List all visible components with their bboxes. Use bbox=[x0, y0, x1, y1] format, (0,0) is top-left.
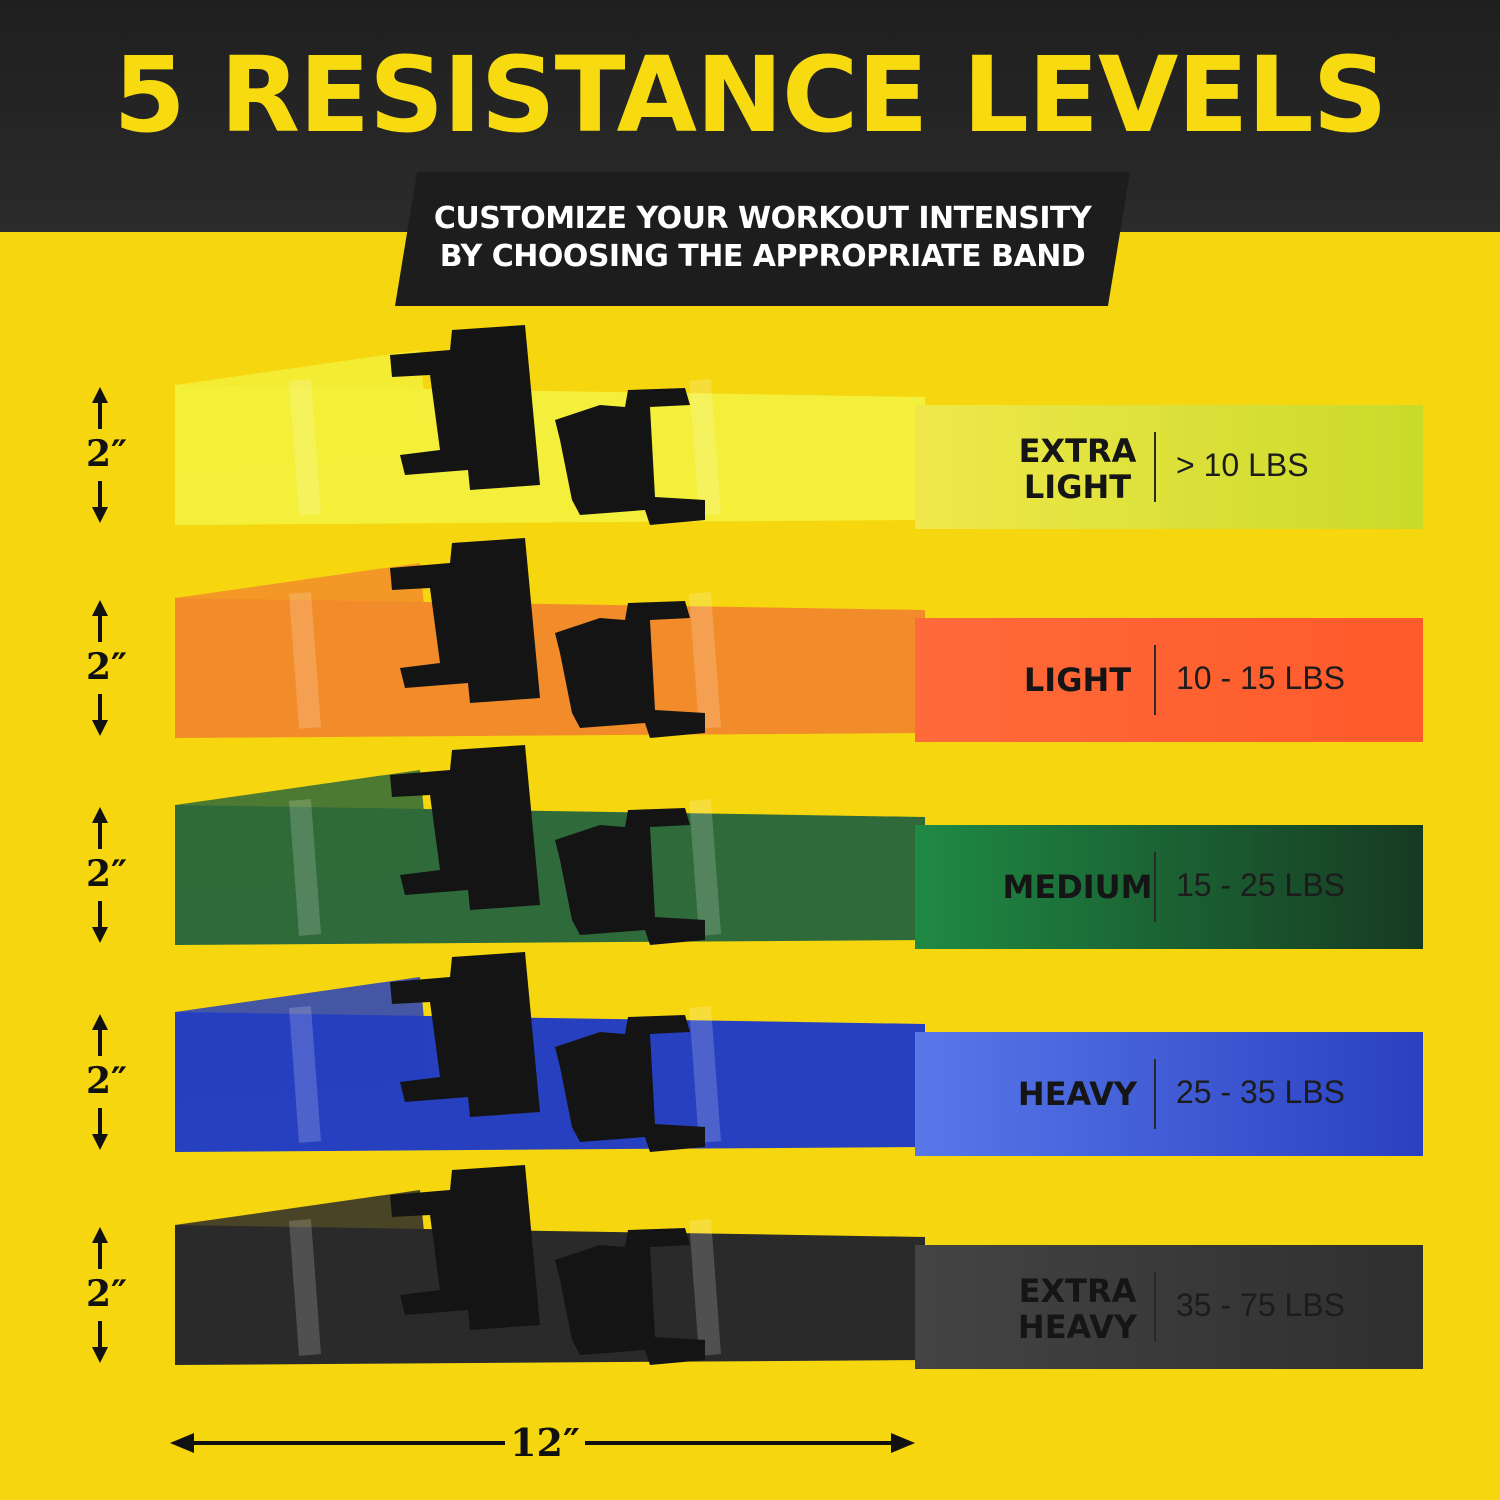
level-strip bbox=[915, 1245, 1423, 1369]
buckle-female bbox=[390, 325, 540, 490]
page-title: 5 RESISTANCE LEVELS bbox=[113, 34, 1387, 156]
band-flap bbox=[175, 977, 430, 1102]
level-name: LIGHT bbox=[1023, 661, 1132, 699]
band-seam bbox=[689, 799, 721, 936]
band-graphic bbox=[175, 538, 925, 738]
band-seam bbox=[689, 592, 721, 729]
band-graphic bbox=[175, 952, 925, 1152]
length-label: 12″ bbox=[505, 1420, 585, 1465]
buckle-male bbox=[555, 808, 705, 945]
level-strip bbox=[915, 1032, 1423, 1156]
band-graphic bbox=[175, 745, 925, 945]
subtitle-plate bbox=[395, 172, 1130, 306]
buckle-female bbox=[390, 745, 540, 910]
band-flap bbox=[175, 1190, 430, 1315]
level-range: 25 - 35 LBS bbox=[1176, 1074, 1345, 1110]
band-flap bbox=[175, 770, 430, 895]
width-dimension-arrow bbox=[92, 1227, 108, 1363]
width-label: 2″ bbox=[86, 1273, 128, 1315]
band-seam bbox=[289, 592, 321, 729]
width-label: 2″ bbox=[86, 646, 128, 688]
level-strip bbox=[915, 618, 1423, 742]
band-row: EXTRA HEAVY 35 - 75 LBS 2″ bbox=[0, 1165, 1500, 1435]
subtitle-line-2: BY CHOOSING THE APPROPRIATE BAND bbox=[439, 239, 1086, 274]
band-seam bbox=[689, 1006, 721, 1143]
level-name: EXTRA HEAVY bbox=[1017, 1272, 1138, 1346]
width-dimension-arrow bbox=[92, 807, 108, 943]
band-seam bbox=[289, 1219, 321, 1356]
strip-divider bbox=[1154, 432, 1156, 502]
level-strip bbox=[915, 405, 1423, 529]
level-strip bbox=[915, 825, 1423, 949]
level-range: 10 - 15 LBS bbox=[1176, 660, 1345, 696]
buckle-female bbox=[390, 538, 540, 703]
band-row: MEDIUM 15 - 25 LBS 2″ bbox=[0, 745, 1500, 1015]
level-name: HEAVY bbox=[1017, 1075, 1138, 1113]
band-seam bbox=[289, 1006, 321, 1143]
band-flap bbox=[175, 350, 430, 475]
width-label: 2″ bbox=[86, 1060, 128, 1102]
width-label: 2″ bbox=[86, 433, 128, 475]
band-row: EXTRA LIGHT > 10 LBS 2″ bbox=[0, 325, 1500, 595]
band-seam bbox=[689, 1219, 721, 1356]
band-seam bbox=[289, 799, 321, 936]
band-row: HEAVY 25 - 35 LBS 2″ bbox=[0, 952, 1500, 1222]
strip-divider bbox=[1154, 852, 1156, 922]
width-label: 2″ bbox=[86, 853, 128, 895]
band-seam bbox=[689, 379, 721, 516]
width-dimension-arrow bbox=[92, 600, 108, 736]
width-dimension-arrow bbox=[92, 1014, 108, 1150]
subtitle-line-1: CUSTOMIZE YOUR WORKOUT INTENSITY bbox=[433, 201, 1092, 236]
buckle-female bbox=[390, 1165, 540, 1330]
level-range: 35 - 75 LBS bbox=[1176, 1287, 1345, 1323]
level-range: 15 - 25 LBS bbox=[1176, 867, 1345, 903]
buckle-male bbox=[555, 388, 705, 525]
width-dimension-arrow bbox=[92, 387, 108, 523]
buckle-male bbox=[555, 1015, 705, 1152]
band-graphic bbox=[175, 1165, 925, 1365]
strip-divider bbox=[1154, 1059, 1156, 1129]
buckle-male bbox=[555, 1228, 705, 1365]
band-flap bbox=[175, 563, 430, 688]
band-seam bbox=[289, 379, 321, 516]
buckle-female bbox=[390, 952, 540, 1117]
strip-divider bbox=[1154, 1272, 1156, 1342]
level-name: EXTRA LIGHT bbox=[1018, 432, 1137, 506]
level-name: MEDIUM bbox=[1002, 868, 1153, 906]
buckle-male bbox=[555, 601, 705, 738]
subtitle: CUSTOMIZE YOUR WORKOUT INTENSITY BY CHOO… bbox=[395, 200, 1130, 276]
band-graphic bbox=[175, 325, 925, 525]
level-range: > 10 LBS bbox=[1176, 447, 1309, 483]
band-row: LIGHT 10 - 15 LBS 2″ bbox=[0, 538, 1500, 808]
strip-divider bbox=[1154, 645, 1156, 715]
